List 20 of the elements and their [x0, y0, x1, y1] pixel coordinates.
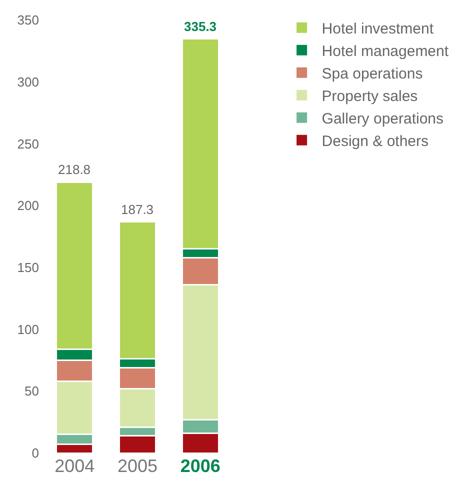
x-tick-label: 2006 — [180, 456, 220, 476]
legend-label: Design & others — [322, 132, 429, 150]
y-tick-label: 0 — [32, 446, 39, 461]
total-label: 218.8 — [58, 162, 91, 177]
y-tick-label: 100 — [17, 322, 39, 337]
legend-label: Hotel management — [322, 42, 450, 60]
total-label: 187.3 — [121, 202, 154, 217]
y-tick-label: 200 — [17, 198, 39, 214]
y-tick-label: 50 — [24, 384, 39, 399]
y-tick-label: 150 — [17, 260, 39, 275]
y-tick-label: 250 — [17, 136, 39, 152]
legend-label: Gallery operations — [322, 110, 444, 128]
x-tick-label: 2005 — [117, 456, 158, 476]
legend-label: Hotel investment — [322, 20, 434, 38]
y-tick-label: 300 — [17, 74, 39, 90]
total-label: 335.3 — [184, 19, 217, 34]
legend-label: Property sales — [322, 88, 418, 105]
y-tick-label: 350 — [17, 12, 39, 28]
legend-label: Spa operations — [322, 65, 423, 82]
x-tick-label: 2004 — [54, 456, 95, 476]
